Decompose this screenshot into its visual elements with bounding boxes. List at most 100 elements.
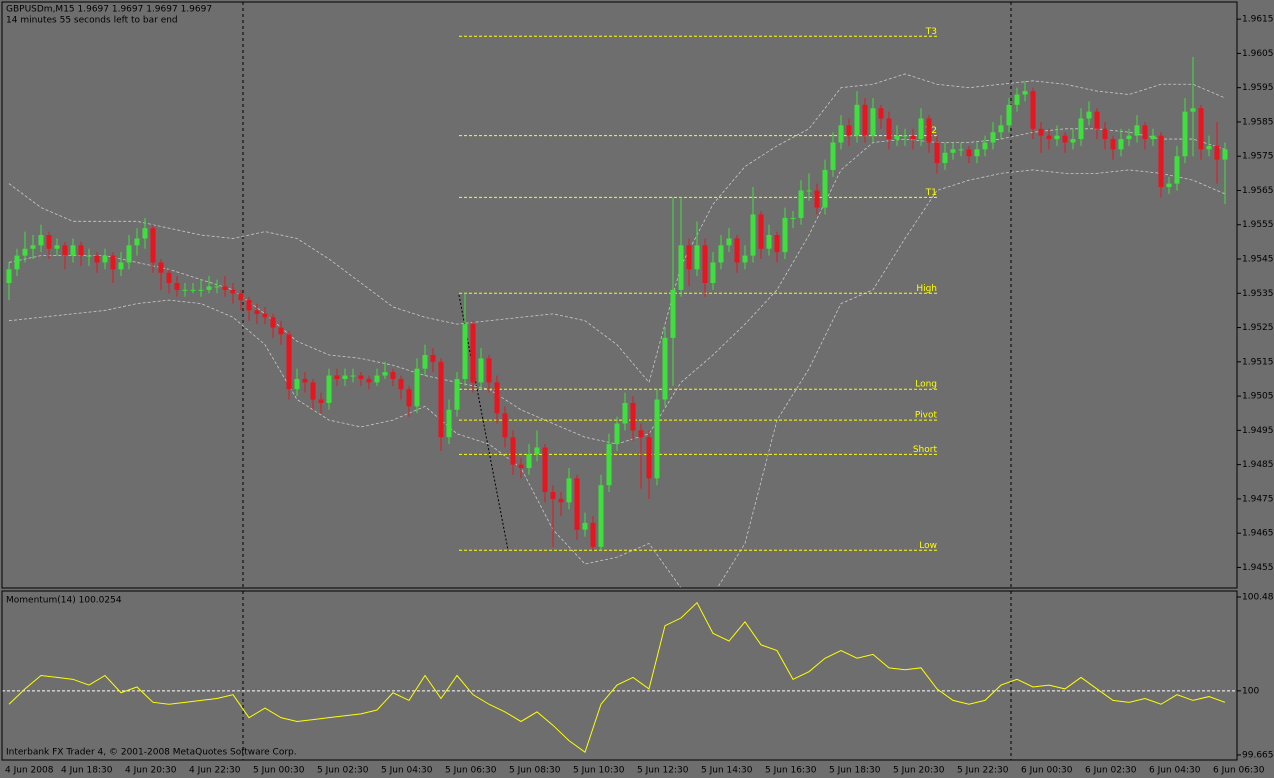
candle-body [758, 214, 764, 249]
candle-body [1038, 128, 1044, 136]
candle-body [350, 375, 356, 377]
candle-body [54, 245, 60, 249]
candle-body [918, 118, 924, 140]
candle-body [550, 492, 556, 499]
candle-body [254, 310, 260, 314]
candle-body [1118, 139, 1124, 150]
candle-body [14, 255, 20, 270]
candle-body [574, 478, 580, 530]
candle-body [598, 485, 604, 547]
candle-body [1022, 91, 1028, 95]
y-tick-label: 1.9585 [1242, 117, 1274, 127]
candle-body [358, 375, 364, 379]
candle-body [1086, 111, 1092, 119]
candle-body [1110, 139, 1116, 150]
x-tick-label: 5 Jun 04:30 [381, 766, 433, 776]
x-tick-label: 5 Jun 10:30 [573, 766, 625, 776]
candle-body [30, 245, 36, 249]
candle-body [606, 444, 612, 486]
candle-body [1174, 156, 1180, 184]
candle-body [398, 378, 404, 390]
candle-body [278, 327, 284, 335]
candle-body [262, 313, 268, 318]
candle-body [374, 375, 380, 383]
candle-body [1046, 135, 1052, 140]
candle-body [270, 317, 276, 328]
candle-body [702, 245, 708, 284]
candle-body [462, 324, 468, 379]
candle-body [246, 300, 252, 311]
candle-body [662, 337, 668, 400]
candle-body [302, 378, 308, 383]
candle-body [438, 361, 444, 438]
candle-body [678, 245, 684, 290]
candle-body [526, 454, 532, 469]
candle-body [94, 255, 100, 263]
candle-body [718, 245, 724, 263]
candle-body [694, 245, 700, 270]
candle-body [542, 447, 548, 493]
candle-body [38, 235, 44, 246]
level-label: Long [915, 380, 937, 390]
candle-body [1006, 104, 1012, 126]
x-tick-label: 5 Jun 14:30 [701, 766, 753, 776]
candle-body [150, 228, 156, 263]
candle-body [886, 118, 892, 140]
candle-body [790, 217, 796, 219]
x-tick-label: 6 Jun 00:30 [1021, 766, 1073, 776]
x-tick-label: 5 Jun 22:30 [957, 766, 1009, 776]
candle-body [814, 190, 820, 208]
level-label: High [916, 284, 937, 294]
candle-body [934, 142, 940, 164]
y-tick-label: 100 [1242, 686, 1259, 696]
candle-body [198, 289, 204, 291]
candle-body [1214, 145, 1220, 160]
x-tick-label: 5 Jun 18:30 [829, 766, 881, 776]
candle-body [70, 245, 76, 256]
x-tick-label: 4 Jun 20:30 [125, 766, 177, 776]
candle-body [126, 245, 132, 263]
candle-body [998, 125, 1004, 133]
candle-body [1014, 94, 1020, 105]
y-tick-label: 1.9515 [1242, 357, 1274, 367]
band-line [8, 73, 1226, 384]
candle-body [630, 402, 636, 431]
candle-body [1142, 125, 1148, 140]
candle-body [342, 375, 348, 379]
candle-body [62, 245, 68, 256]
candle-body [190, 289, 196, 291]
candle-body [326, 375, 332, 403]
candle-body [534, 447, 540, 455]
level-label: Low [919, 541, 937, 551]
x-tick-label: 4 Jun 18:30 [61, 766, 113, 776]
x-tick-label: 4 Jun 22:30 [189, 766, 241, 776]
candle-body [870, 108, 876, 136]
candle-body [454, 378, 460, 410]
candle-body [854, 104, 860, 136]
y-tick-label: 1.9575 [1242, 152, 1274, 162]
trend-line [458, 294, 509, 551]
x-tick-label: 5 Jun 20:30 [893, 766, 945, 776]
candle-body [446, 409, 452, 438]
candle-body [670, 289, 676, 338]
y-tick-label: 1.9465 [1242, 529, 1274, 539]
price-frame [1, 1, 1238, 589]
candle-body [406, 389, 412, 407]
candle-body [310, 382, 316, 400]
candle-body [334, 375, 340, 379]
candle-body [1206, 145, 1212, 150]
indicator-title: Momentum(14) 100.0254 [6, 596, 122, 606]
candle-body [622, 402, 628, 424]
y-tick-label: 1.9605 [1242, 49, 1274, 59]
candle-body [1198, 108, 1204, 150]
candle-body [734, 238, 740, 263]
candle-body [1182, 111, 1188, 157]
x-tick-label: 4 Jun 2008 [5, 766, 54, 776]
candle-body [766, 235, 772, 249]
footer: Interbank FX Trader 4, © 2001-2008 MetaQ… [6, 748, 297, 758]
candle-body [366, 378, 372, 383]
y-tick-label: 1.9525 [1242, 323, 1274, 333]
y-tick-label: 1.9545 [1242, 255, 1274, 265]
